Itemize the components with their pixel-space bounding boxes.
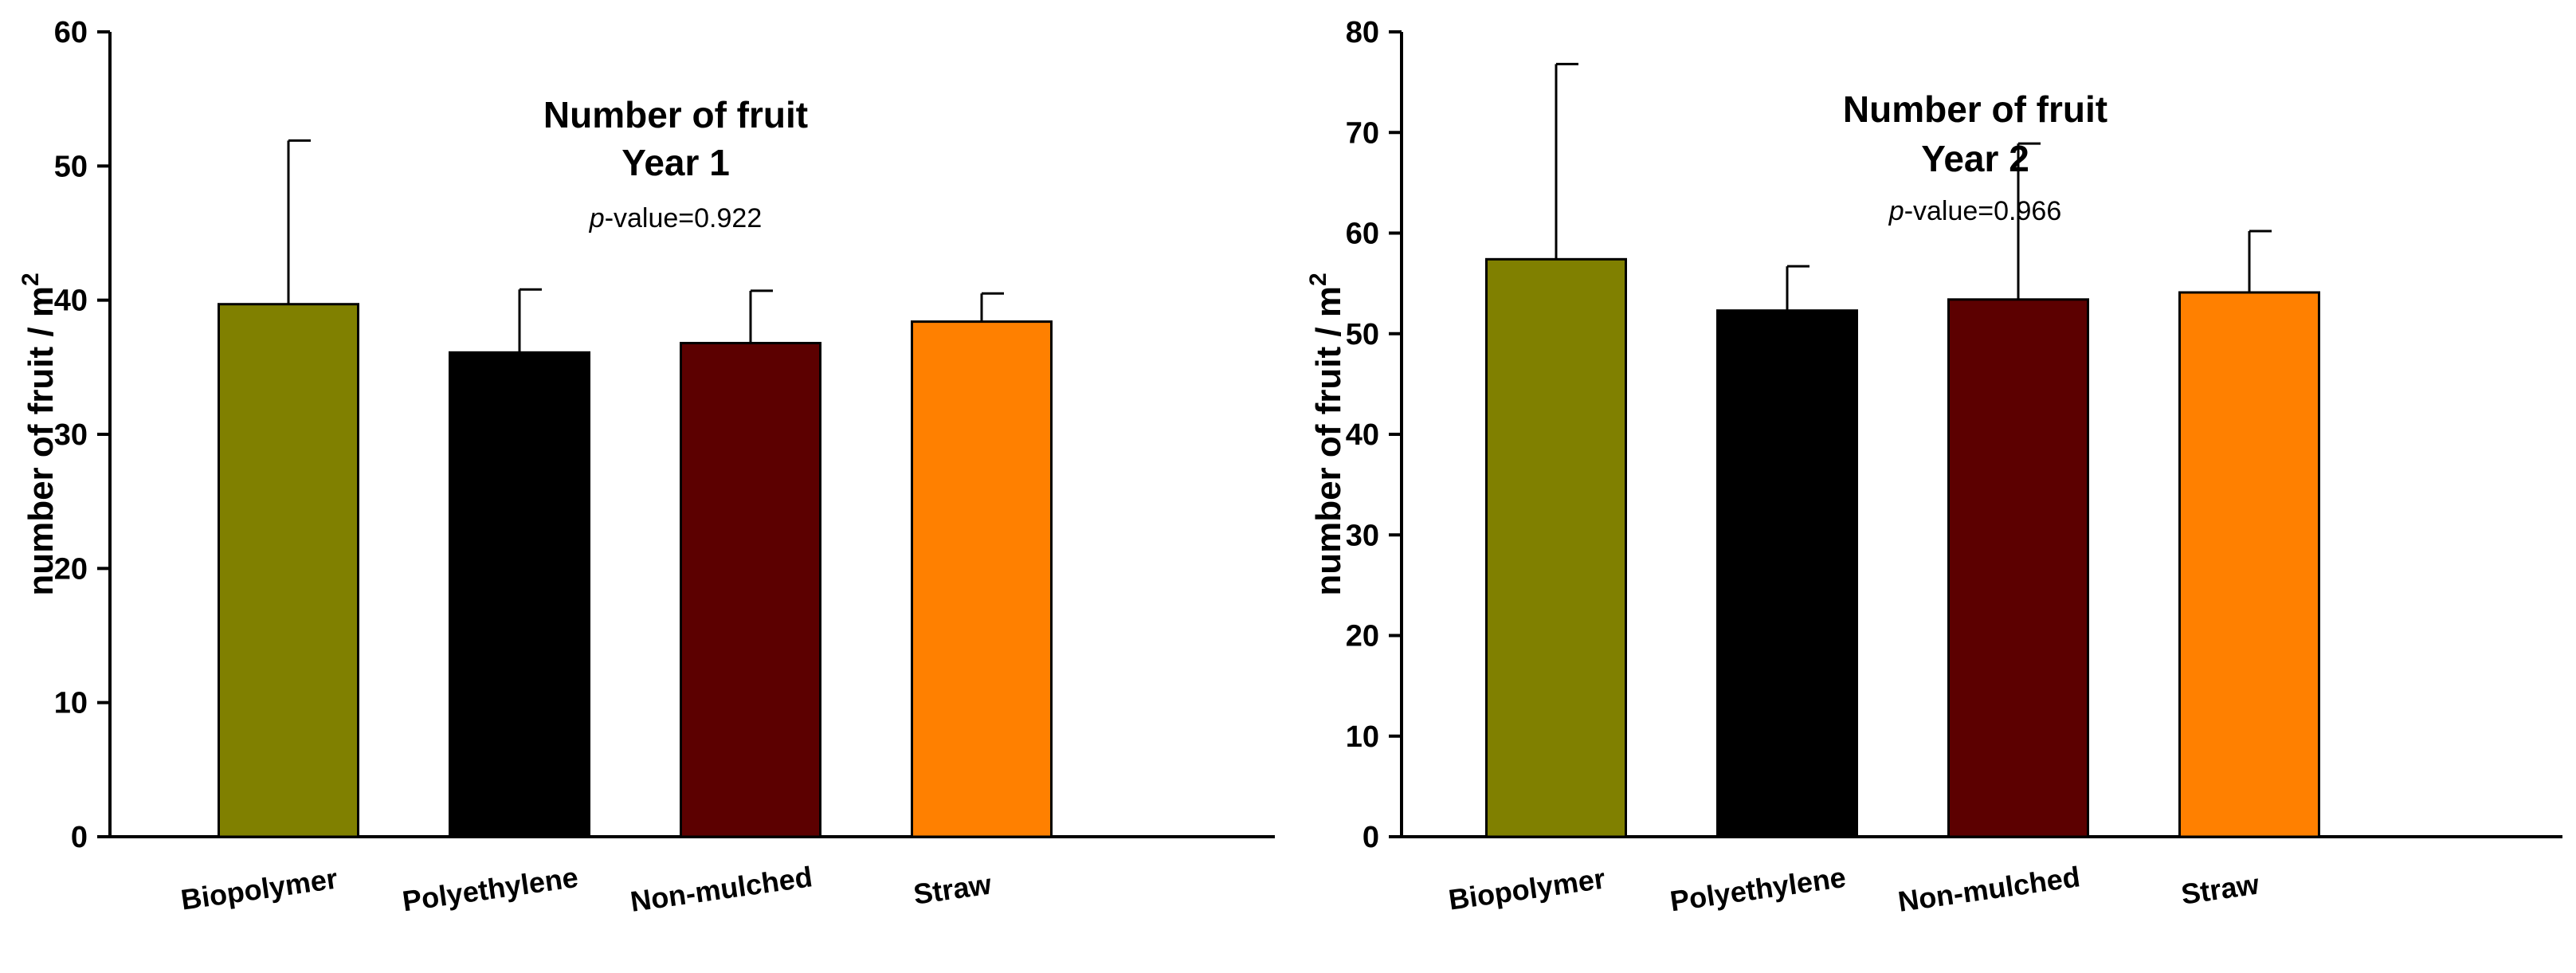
bar-chart-year-2: 0 10 20 30 40 50 60 70 80 number of fruit / m2 Bio…: [1305, 16, 2562, 918]
bar-non-mulched: [1947, 298, 2089, 838]
y-tick-label: 10: [54, 687, 88, 720]
y-tick-label: 80: [1346, 16, 1379, 49]
bar-polyethylene: [449, 351, 590, 838]
p-value-annotation: p-value=0.966: [1888, 196, 2061, 226]
y-tick-label: 60: [54, 16, 88, 49]
x-tick-label: Straw: [912, 867, 994, 910]
x-tick-label: Non-mulched: [1896, 860, 2082, 918]
bar-chart-year-1: 0 10 20 30 40 50 60 number of fruit / m2 Biopoly…: [18, 16, 1275, 918]
p-value-text: -value=0.966: [1904, 196, 2062, 226]
y-tick-label: 0: [71, 821, 88, 854]
bar-polyethylene: [1716, 309, 1858, 838]
y-tick-label: 60: [1346, 218, 1379, 251]
y-tick-label: 70: [1346, 116, 1379, 150]
y-axis-label-text: number of fruit / m: [1309, 286, 1348, 596]
bar-non-mulched: [680, 342, 821, 838]
x-tick-label: Polyethylene: [1668, 861, 1848, 918]
chart-title: Number of fruit: [543, 94, 808, 135]
y-tick-label: 40: [1346, 418, 1379, 452]
y-axis-label: number of fruit / m2: [18, 273, 61, 595]
y-tick-label: 50: [1346, 318, 1379, 351]
y-tick-label: 30: [54, 418, 88, 452]
y-axis-label: number of fruit / m2: [1305, 273, 1348, 595]
chart-title: Number of fruit: [1843, 88, 2107, 130]
y-tick-label: 20: [1346, 620, 1379, 653]
bar-straw: [911, 320, 1053, 838]
y-tick-label: 30: [1346, 519, 1379, 552]
p-value-text: -value=0.922: [605, 203, 763, 233]
bar-straw: [2178, 291, 2320, 838]
x-tick-label: Biopolymer: [1446, 862, 1607, 916]
p-value-symbol: p: [1888, 196, 1904, 226]
y-tick-label: 40: [54, 284, 88, 318]
chart-subtitle: Year 2: [1921, 138, 2029, 179]
y-axis-label-superscript: 2: [18, 273, 44, 286]
y-tick-label: 0: [1362, 821, 1379, 854]
x-tick-label: Biopolymer: [178, 862, 339, 916]
x-tick-label: Straw: [2179, 867, 2262, 910]
y-axis-label-text: number of fruit / m: [22, 286, 61, 596]
y-tick-label: 20: [54, 552, 88, 586]
p-value-annotation: p-value=0.922: [589, 203, 762, 233]
bar-biopolymer: [218, 303, 359, 838]
x-tick-label: Non-mulched: [629, 860, 814, 918]
chart-panel-year-1: 0 10 20 30 40 50 60 number of fruit / m2 Biopoly…: [18, 16, 1275, 918]
y-axis-label-superscript: 2: [1305, 273, 1331, 286]
p-value-symbol: p: [589, 203, 605, 233]
x-tick-label: Polyethylene: [400, 861, 580, 918]
chart-subtitle: Year 1: [621, 142, 730, 183]
y-tick-label: 50: [54, 150, 88, 183]
bar-biopolymer: [1485, 257, 1627, 838]
chart-panel-year-2: 0 10 20 30 40 50 60 70 80 number of fruit / m2 Bio…: [1288, 0, 2575, 973]
y-tick-label: 10: [1346, 720, 1379, 754]
